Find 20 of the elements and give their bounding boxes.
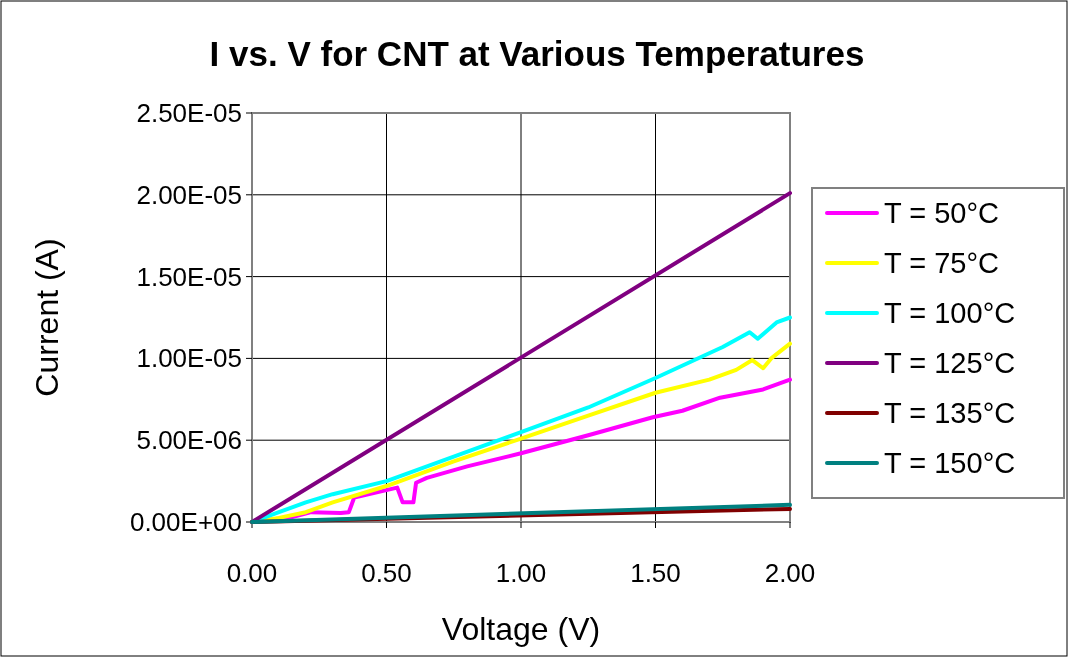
y-tick-label: 5.00E-06 (136, 425, 242, 456)
y-tick-label: 2.50E-05 (136, 98, 242, 128)
x-tick-label: 1.50 (630, 558, 681, 588)
legend-label: T = 50°C (884, 197, 1000, 229)
x-tick-label: 1.00 (495, 558, 547, 588)
y-tick-label: 1.50E-05 (136, 261, 242, 292)
legend-label: T = 100°C (884, 297, 1016, 329)
y-tick-label: 2.00E-05 (136, 179, 242, 210)
legend-label: T = 135°C (884, 397, 1016, 429)
x-tick-label: 0.00 (226, 558, 278, 588)
x-axis-title: Voltage (V) (441, 611, 601, 647)
chart-title: I vs. V for CNT at Various Temperatures (209, 34, 865, 73)
legend-label: T = 150°C (884, 447, 1016, 479)
x-tick-label: 2.00 (764, 558, 816, 588)
x-tick-label: 0.50 (361, 558, 412, 588)
legend-label: T = 125°C (884, 347, 1016, 379)
y-tick-label: 0.00E+00 (129, 507, 242, 537)
y-tick-label: 1.00E-05 (136, 343, 242, 374)
legend-label: T = 75°C (884, 247, 1000, 279)
y-axis-title: Current (A) (29, 238, 65, 397)
